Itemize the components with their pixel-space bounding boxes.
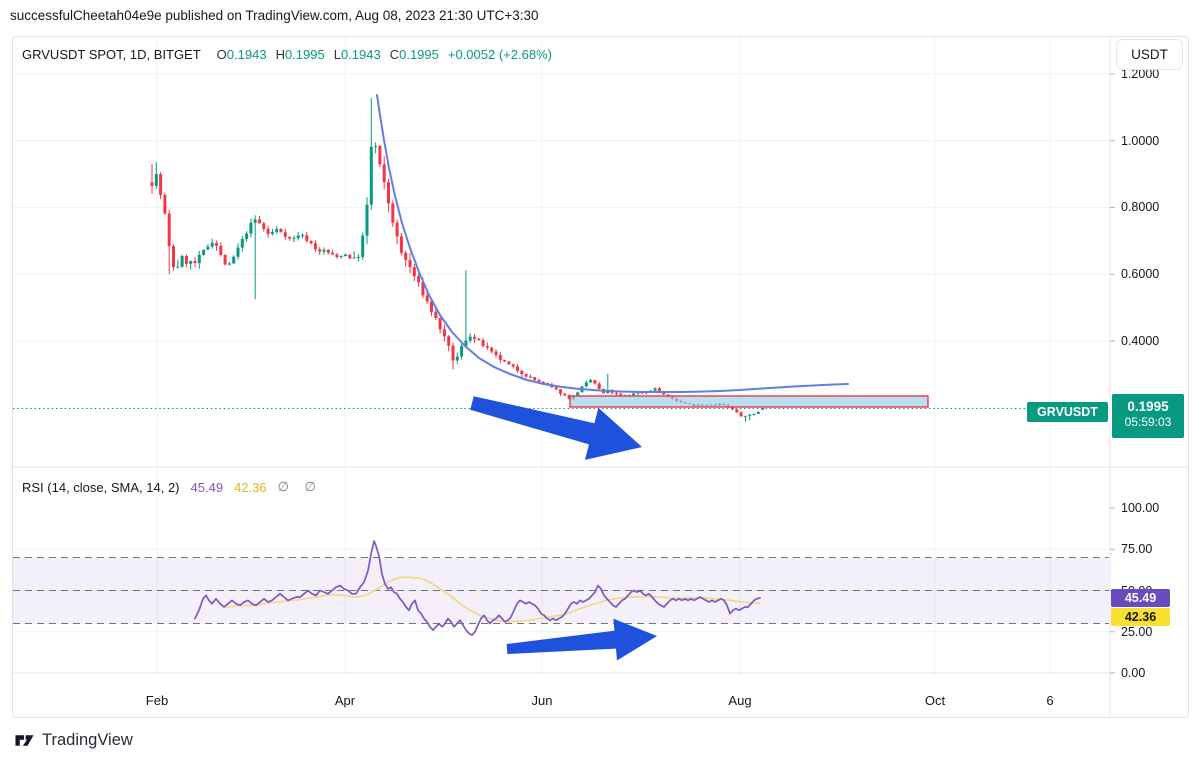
time-scale[interactable] — [12, 673, 1110, 717]
rsi-ma-value-tag: 42.36 — [1111, 608, 1170, 626]
rsi-ma-value: 42.36 — [234, 479, 267, 495]
rsi-ma-line — [224, 576, 761, 623]
rsi-axis-label: 25.00 — [1121, 624, 1153, 639]
rsi-line — [194, 540, 761, 636]
rsi-axis-label: 75.00 — [1121, 542, 1153, 557]
symbol-legend: GRVUSDT SPOT, 1D, BITGET O0.1943 H0.1995… — [22, 47, 552, 62]
rsi-axis-label: 100.00 — [1121, 501, 1160, 515]
footer: TradingView — [14, 731, 133, 750]
rsi-value-tag: 45.49 — [1111, 589, 1170, 607]
publish-header: successfulCheetah04e9e published on Trad… — [10, 8, 539, 23]
price-scale[interactable] — [1110, 36, 1188, 673]
arrow-drawing-price[interactable] — [470, 396, 642, 460]
ohlc-high: H0.1995 — [275, 47, 325, 62]
time-axis-label: Oct — [924, 693, 946, 708]
ohlc-low: L0.1943 — [333, 47, 381, 62]
ohlc-close: C0.1995 — [389, 47, 439, 62]
rsi-value: 45.49 — [190, 479, 224, 495]
rsi-empty-markers: ∅ ∅ — [277, 479, 322, 494]
price-axis-label: 0.6000 — [1121, 267, 1160, 282]
last-price-value: 0.1995 — [1127, 399, 1169, 414]
range-box-drawing[interactable] — [569, 395, 929, 408]
rsi-pane[interactable] — [12, 467, 1110, 673]
decay-curve-drawing[interactable] — [376, 94, 849, 393]
price-axis-label: 1.0000 — [1121, 133, 1160, 148]
time-axis-label: Apr — [334, 693, 356, 708]
time-axis-label: 6 — [1046, 693, 1054, 708]
countdown-timer: 05:59:03 — [1124, 415, 1172, 429]
rsi-title[interactable]: RSI (14, close, SMA, 14, 2) — [22, 479, 180, 495]
rsi-legend: RSI (14, close, SMA, 14, 2) 45.49 42.36 … — [22, 479, 322, 495]
price-axis-label: 0.8000 — [1121, 200, 1160, 215]
symbol-price-tag: GRVUSDT — [1027, 402, 1108, 422]
time-axis-label: Aug — [728, 693, 752, 708]
price-change: +0.0052 (+2.68%) — [447, 47, 552, 62]
time-axis-label: Jun — [531, 693, 553, 708]
arrow-drawing-rsi[interactable] — [506, 618, 657, 661]
candlestick-series — [150, 97, 765, 422]
rsi-axis-label: 0.00 — [1121, 666, 1146, 680]
tradingview-wordmark[interactable]: TradingView — [42, 731, 133, 749]
price-axis-label: 1.2000 — [1121, 66, 1160, 81]
chart-card — [12, 36, 1189, 718]
ohlc-open: O0.1943 — [216, 47, 267, 62]
tradingview-logo-icon[interactable] — [14, 731, 35, 750]
main-chart-pane[interactable] — [12, 36, 1110, 467]
price-axis-label: 0.4000 — [1121, 334, 1160, 349]
time-axis-label: Feb — [145, 693, 169, 708]
currency-toggle-button[interactable]: USDT — [1116, 39, 1183, 70]
symbol-title[interactable]: GRVUSDT SPOT, 1D, BITGET — [22, 47, 201, 62]
last-price-tag: 0.1995 05:59:03 — [1112, 394, 1184, 438]
